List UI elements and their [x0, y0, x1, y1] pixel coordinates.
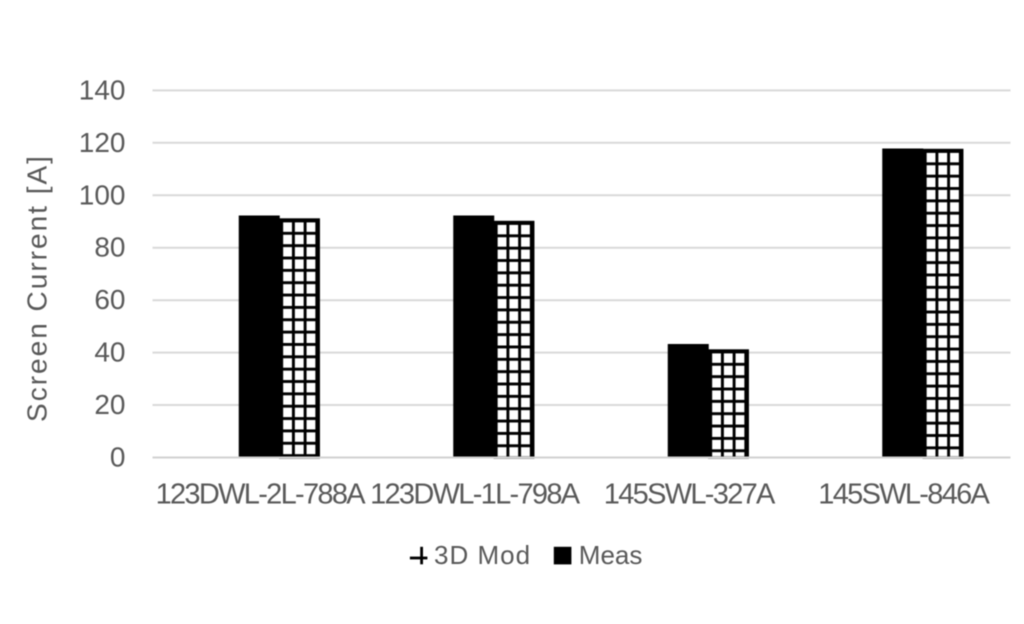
svg-text:123DWL-2L-788A: 123DWL-2L-788A: [156, 479, 367, 511]
svg-text:100: 100: [79, 179, 126, 210]
svg-text:Screen Current [A]: Screen Current [A]: [22, 154, 53, 422]
svg-text:3D Mod: 3D Mod: [434, 540, 531, 570]
svg-text:145SWL-846A: 145SWL-846A: [818, 479, 990, 511]
svg-text:123DWL-1L-798A: 123DWL-1L-798A: [370, 479, 581, 511]
svg-text:0: 0: [110, 442, 126, 473]
svg-text:60: 60: [94, 284, 125, 315]
svg-text:20: 20: [94, 389, 125, 420]
svg-text:40: 40: [94, 337, 125, 368]
svg-text:120: 120: [79, 127, 126, 158]
svg-text:80: 80: [94, 232, 125, 263]
svg-text:140: 140: [79, 74, 126, 105]
svg-text:Meas: Meas: [579, 540, 643, 570]
svg-text:145SWL-327A: 145SWL-327A: [604, 479, 776, 511]
